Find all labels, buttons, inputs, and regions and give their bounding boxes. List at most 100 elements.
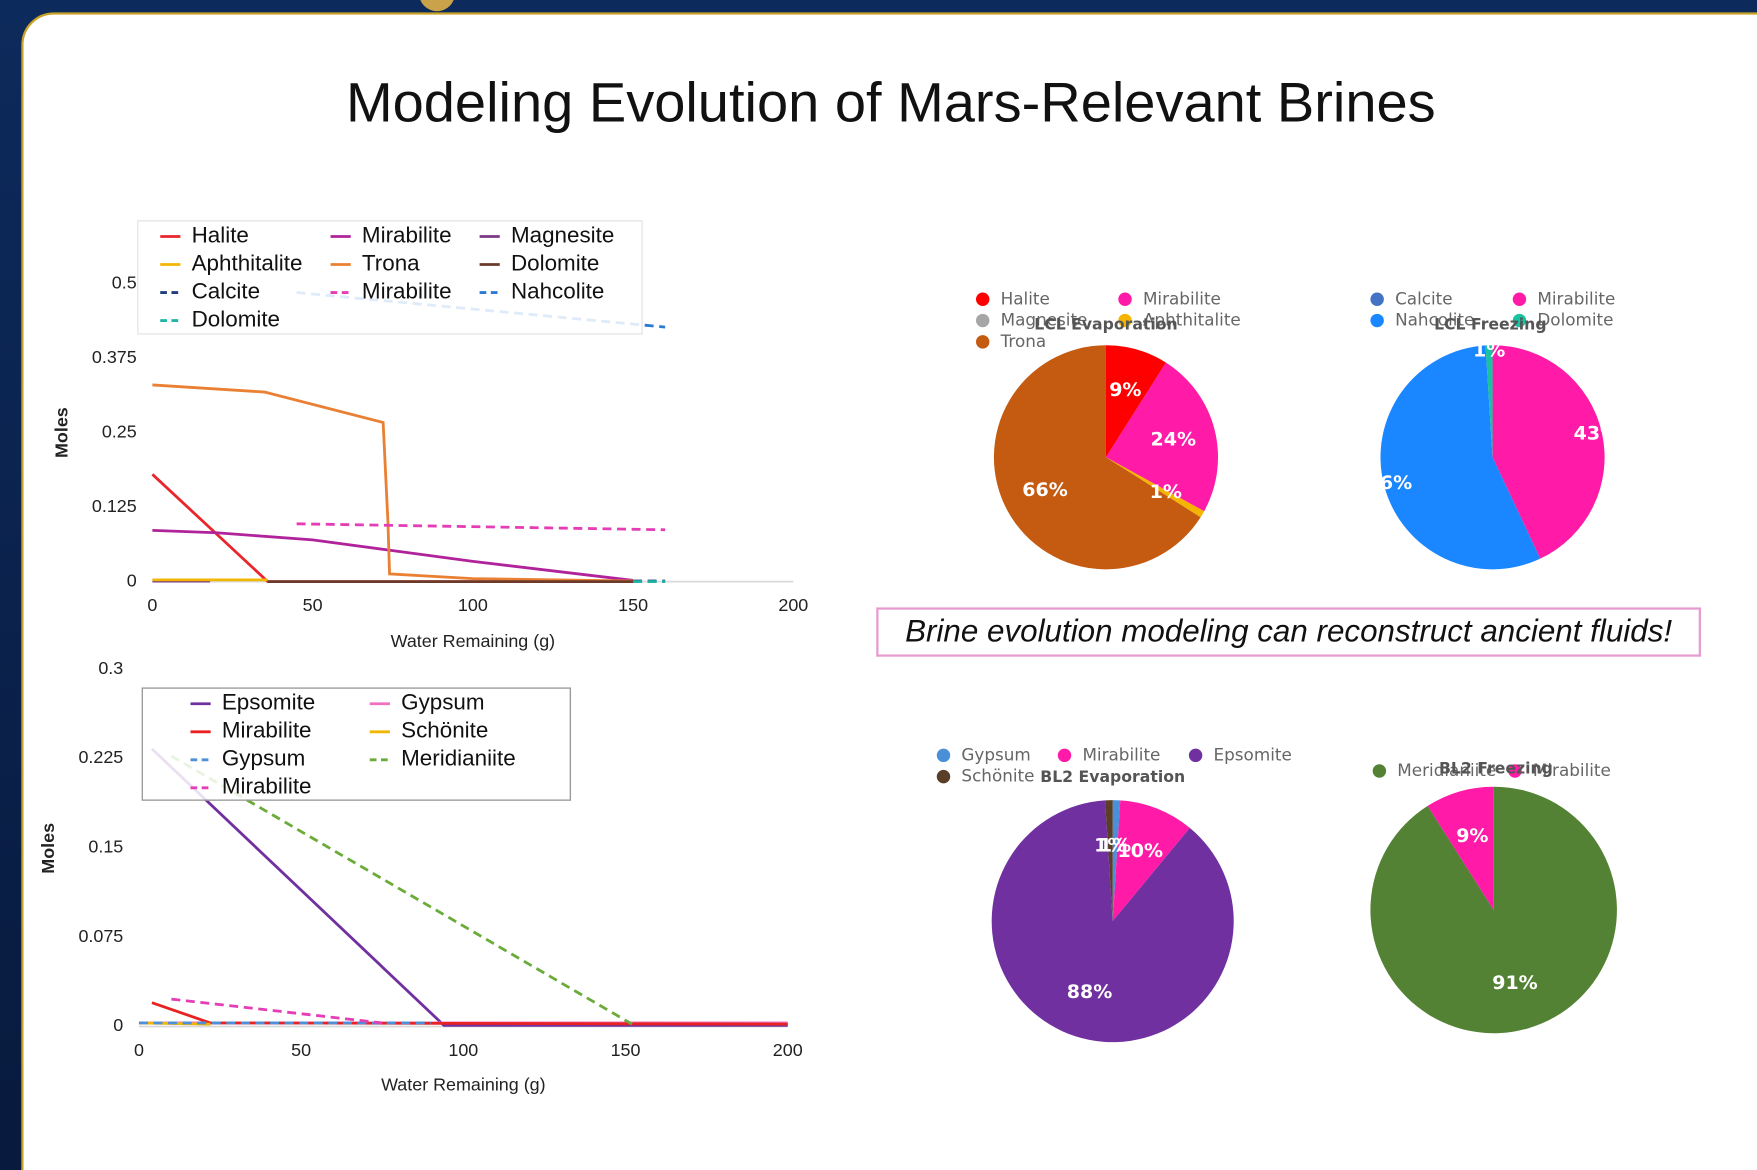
legend-label: Magnesite — [511, 222, 614, 247]
legend-label: Trona — [1000, 331, 1047, 351]
pie-label: 10% — [1118, 840, 1164, 862]
pie-label: 43% — [1574, 423, 1620, 445]
pie-slice — [1105, 345, 1167, 458]
x-tick-label: 150 — [611, 1040, 641, 1060]
y-tick-label: 0 — [127, 570, 137, 590]
legend-label: Nahcolite — [511, 278, 604, 303]
x-tick-label: 50 — [291, 1040, 311, 1060]
legend-box — [137, 220, 643, 335]
series-line — [152, 528, 634, 582]
legend-swatch — [1508, 764, 1522, 778]
pie-slice — [1427, 786, 1494, 910]
pie-label: 91% — [1492, 972, 1538, 994]
legend-swatch — [1512, 313, 1527, 328]
y-tick-label: 0.125 — [92, 496, 137, 516]
pie-title: LCL Evaporation — [1034, 315, 1178, 334]
pie: 1%10% 88% 1% — [991, 800, 1234, 1043]
callout: Brine evolution modeling can reconstruct… — [905, 613, 1672, 648]
pie-slice — [1112, 800, 1190, 922]
pie-label: 9% — [1456, 825, 1488, 847]
legend-swatch — [975, 335, 990, 349]
pie-label: 56% — [1367, 472, 1413, 494]
legend-label: Calcite — [192, 278, 260, 303]
x-axis-label: Water Remaining (g) — [381, 1075, 546, 1095]
y-axis-label: Moles — [51, 407, 71, 458]
legend-swatch — [1188, 748, 1203, 763]
pie-title: BL2 Freezing — [1439, 758, 1553, 777]
legend-label: Gypsum — [401, 690, 484, 715]
pie: 91% 9% — [1370, 786, 1617, 1034]
pie-label: 88% — [1067, 981, 1113, 1003]
legend-swatch — [1372, 764, 1387, 778]
series-line — [152, 383, 634, 583]
pie-label: 1% — [1473, 339, 1505, 361]
legend-label: Halite — [1001, 288, 1050, 308]
pie-slice — [1105, 800, 1113, 922]
legend-label: Epsomite — [222, 690, 315, 715]
legend-label: Nahcolite — [1395, 310, 1474, 330]
series-line — [171, 997, 383, 1025]
series-line — [150, 747, 788, 1027]
legend-box — [141, 687, 572, 801]
legend-label: Mirabilite — [1143, 288, 1221, 308]
slide-title: Modeling Evolution of Mars-Relevant Brin… — [346, 70, 1436, 133]
legend-swatch — [936, 748, 951, 763]
pie-slice — [993, 345, 1201, 570]
legend-label: Trona — [362, 250, 420, 275]
pie-label: 1% — [1099, 835, 1131, 857]
x-tick-label: 150 — [618, 595, 648, 615]
pie-slice — [991, 800, 1234, 1043]
pie-label: 24% — [1150, 428, 1196, 450]
pie: 43% 56% 1% — [1367, 339, 1620, 570]
y-tick-label: 0 — [113, 1015, 123, 1035]
pie-slice — [1492, 345, 1605, 559]
legend-label: Magnesite — [1001, 310, 1088, 330]
pie-slice — [1105, 362, 1219, 512]
pie-label: 66% — [1022, 479, 1068, 501]
x-tick-label: 0 — [147, 595, 157, 615]
legend-label: Halite — [192, 222, 249, 247]
y-tick-label: 0.15 — [88, 837, 123, 857]
x-tick-label: 0 — [134, 1040, 144, 1060]
legend-label: Mirabilite — [1537, 288, 1615, 308]
callout-box — [876, 607, 1701, 657]
x-axis-label: Water Remaining (g) — [391, 631, 556, 651]
legend-swatch — [1370, 292, 1384, 306]
legend-label: Dolomite — [1537, 310, 1613, 330]
legend-swatch — [1057, 748, 1072, 763]
legend-label: Aphthitalite — [1143, 310, 1241, 330]
pie-label: 1% — [1094, 835, 1126, 857]
pie-label: 1% — [1150, 481, 1182, 503]
y-tick-label: 0.375 — [92, 347, 137, 367]
legend-label: Mirabilite — [222, 718, 312, 743]
pie-slice — [1380, 345, 1541, 570]
x-tick-label: 100 — [458, 595, 488, 615]
pie-slice — [1112, 800, 1121, 922]
legend-swatch — [975, 313, 990, 328]
legend-label: Calcite — [1395, 288, 1453, 308]
pie-slice — [1370, 786, 1617, 1034]
x-tick-label: 50 — [303, 595, 323, 615]
x-tick-label: 200 — [778, 595, 808, 615]
legend-label: Mirabilite — [1082, 744, 1160, 764]
legend-label: Mirabilite — [1533, 760, 1611, 780]
legend-label: Gypsum — [961, 744, 1030, 764]
charts: 0 0.125 0.25 0.375 0.5 0 50 100 150 200 Water Rema… — [38, 220, 1620, 1095]
legend-swatch — [1370, 313, 1384, 328]
legend-label: Aphthitalite — [192, 250, 303, 275]
legend-label: Mirabilite — [362, 222, 452, 247]
y-tick-label: 0.075 — [78, 926, 123, 946]
y-axis-label: Moles — [38, 823, 58, 874]
pie-title: LCL Freezing — [1434, 315, 1547, 334]
legend-swatch — [975, 292, 990, 306]
legend-label: Gypsum — [222, 746, 305, 771]
pie-label: 9% — [1109, 379, 1141, 401]
legend-label: Mirabilite — [362, 278, 452, 303]
legend-label: Meridianiite — [401, 746, 516, 771]
y-tick-label: 0.3 — [98, 658, 123, 678]
legend-swatch — [1118, 292, 1132, 306]
series-line — [296, 522, 666, 532]
legend-label: Epsomite — [1214, 744, 1292, 764]
